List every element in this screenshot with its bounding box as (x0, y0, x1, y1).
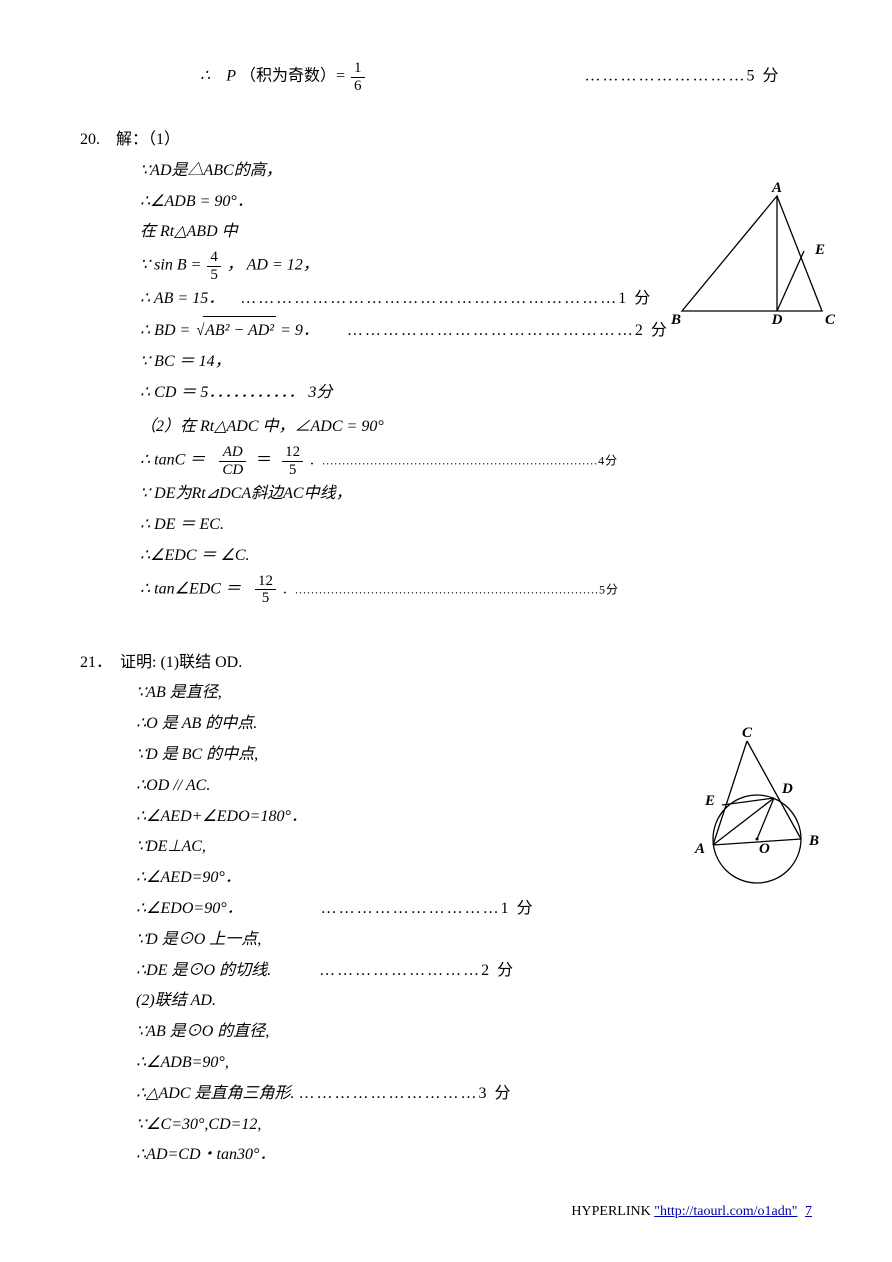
label-D2: D (781, 781, 793, 797)
q20-l14: ∴ tan∠EDC ＝ 12 5 ．......................… (140, 573, 812, 607)
q20-number: 20. (80, 126, 100, 155)
q21-block: 21． 证明: (1)联结 OD. A B C D (80, 649, 812, 1171)
q20-l5-dots: ………………………………………………………1 分 (240, 290, 652, 307)
page-number: 7 (805, 1204, 812, 1219)
circle-svg: A B C D E O (697, 749, 827, 899)
q21-l16: ∴AD=CD・tan30°． (136, 1141, 812, 1170)
q21-l14: ∴△ADC 是直角三角形. …………………………3 分 (136, 1080, 812, 1109)
page: ∴ P （积为奇数）= 1 6 ………………………5 分 20. 解：（1） A (0, 0, 892, 1262)
footer-link[interactable]: "http://taourl.com/o1adn" (654, 1204, 797, 1219)
label-D: D (771, 312, 783, 328)
sqrt: √AB² − AD² (196, 316, 276, 346)
q20-l8: ∴ CD ＝ 5．．．．．．．．．．． 3分 (140, 379, 812, 408)
label-E2: E (704, 793, 715, 809)
frac-12-5a-n: 12 (282, 444, 303, 462)
frac-num: 1 (351, 60, 365, 78)
top-conclusion-row: ∴ P （积为奇数）= 1 6 ………………………5 分 (200, 60, 812, 94)
q21-l10-text: ∴DE 是⊙O 的切线. (136, 962, 271, 979)
q21-number: 21． (80, 649, 112, 678)
label-A2: A (694, 841, 705, 857)
q20-heading: 解：（1） (116, 131, 180, 148)
label-E: E (814, 242, 825, 258)
q20-l10: ∴ tanC ＝ AD CD ＝ 12 5 ．.................… (140, 444, 812, 478)
q20-l1: ∵AD是△ABC的高， (140, 157, 812, 186)
q21-l12: ∵AB 是⊙O 的直径, (136, 1018, 812, 1047)
frac-4-5: 4 5 (207, 249, 221, 283)
label-B: B (670, 312, 681, 328)
q21-l9: ∵D 是⊙O 上一点, (136, 926, 812, 955)
P-paren: （积为奇数）= (240, 68, 345, 85)
frac-4-5-d: 5 (207, 267, 221, 284)
frac-12-5b: 12 5 (255, 573, 276, 607)
sqrt-body: AB² − AD² (205, 322, 274, 339)
q20-l14-dots: ．.......................................… (282, 582, 619, 596)
q21-l10: ∴DE 是⊙O 的切线. ………………………2 分 (136, 957, 812, 986)
q20-block: 20. 解：（1） A B C D E ∵AD是△ABC的高， ∴∠ADB (80, 126, 812, 607)
label-C: C (825, 312, 836, 328)
q20-l14-pre: ∴ tan∠EDC ＝ (140, 580, 241, 597)
footer: HYPERLINK "http://taourl.com/o1adn" 7 (571, 1199, 812, 1224)
score-5: ………………………5 分 (585, 68, 781, 85)
q20-l6-eq: = 9． (280, 322, 319, 339)
q20-l6-pre: ∴ BD = (140, 322, 190, 339)
q21-l14-dots: …………………………3 分 (299, 1085, 513, 1102)
frac-12-5b-n: 12 (255, 573, 276, 591)
q21-l10-dots: ………………………2 分 (319, 962, 515, 979)
label-C2: C (742, 725, 753, 741)
triangle-figure: A B C D E (682, 196, 842, 357)
q20-l9: （2）在 Rt△ADC 中，∠ADC = 90° (140, 413, 812, 442)
q21-l15: ∵∠C=30°,CD=12, (136, 1111, 812, 1140)
q21-l13: ∴∠ADB=90°, (136, 1049, 812, 1078)
frac-12-5a-d: 5 (282, 462, 303, 479)
q20-l5-pre: ∴ AB = 15． (140, 290, 224, 307)
frac-12-5a: 12 5 (282, 444, 303, 478)
frac-adcd-d: CD (219, 462, 246, 479)
q21-l2: ∴O 是 AB 的中点. (136, 710, 812, 739)
label-A: A (771, 180, 782, 196)
q21-l11: (2)联结 AD. (136, 987, 812, 1016)
frac-adcd: AD CD (219, 444, 246, 478)
q20-l13: ∴∠EDC ＝ ∠C. (140, 542, 812, 571)
frac-adcd-n: AD (219, 444, 246, 462)
q20-l4-post: ， AD = 12， (227, 257, 319, 274)
q21-l8-dots: …………………………1 分 (321, 900, 535, 917)
fraction-1-6: 1 6 (351, 60, 365, 94)
q20-l6-dots: …………………………………………2 分 (347, 322, 669, 339)
q20-l11: ∵ DE为Rt⊿DCA斜边AC中线， (140, 480, 812, 509)
label-O2: O (759, 841, 770, 857)
circle-figure: A B C D E O (697, 749, 827, 910)
q20-l10-dots: ．.......................................… (309, 454, 618, 468)
frac-4-5-n: 4 (207, 249, 221, 267)
q21-l14-text: ∴△ADC 是直角三角形. (136, 1085, 295, 1102)
q20-l10-eq: ＝ (256, 452, 272, 469)
q20-l4-pre: ∵ sin B = (140, 257, 201, 274)
q20-l12: ∴ DE ＝ EC. (140, 511, 812, 540)
P-var: P (226, 68, 236, 85)
triangle-svg: A B C D E (682, 196, 842, 346)
q21-l8-text: ∴∠EDO=90°． (136, 900, 243, 917)
q21-heading: 证明: (1)联结 OD. (120, 654, 242, 671)
q21-l1: ∵AB 是直径, (136, 679, 812, 708)
frac-den: 6 (351, 78, 365, 95)
frac-12-5b-d: 5 (255, 590, 276, 607)
q20-l10-pre: ∴ tanC ＝ (140, 452, 205, 469)
hyperlink-label: HYPERLINK (571, 1204, 650, 1219)
label-B2: B (808, 833, 819, 849)
therefore-symbol: ∴ (200, 68, 210, 85)
